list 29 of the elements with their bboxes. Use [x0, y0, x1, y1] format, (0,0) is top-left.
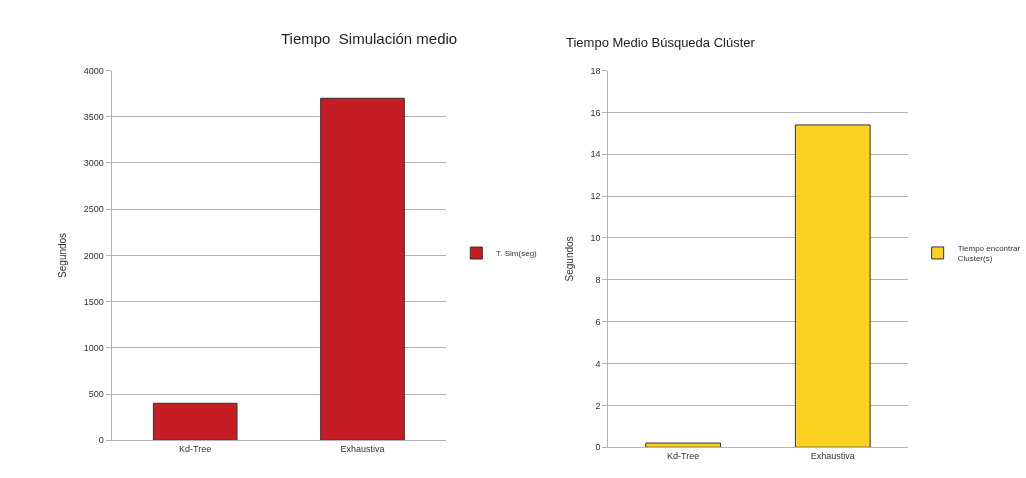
- y-tick-label: 12: [590, 191, 601, 202]
- y-tick-label: 2000: [83, 250, 104, 261]
- x-tick-label: Kd-Tree: [179, 444, 212, 455]
- y-tick-label: 2: [595, 400, 601, 411]
- y-tick-label: 0: [595, 442, 601, 453]
- legend-label: T. Sim(seg): [496, 249, 538, 259]
- y-tick-label: 0: [98, 435, 104, 446]
- y-tick-label: 10: [590, 233, 601, 244]
- y-tick-label: 4: [595, 358, 601, 369]
- y-tick-label: 1500: [83, 296, 104, 307]
- y-tick-label: 14: [590, 149, 601, 160]
- y-tick-label: 3000: [83, 158, 104, 169]
- x-tick-label: Exhaustiva: [340, 444, 385, 455]
- x-tick-label: Exhaustiva: [810, 451, 855, 462]
- y-axis-title: Segundos: [56, 232, 68, 278]
- y-tick-label: 4000: [83, 65, 104, 76]
- y-tick-label: 500: [88, 389, 104, 400]
- chart-title: Tiempo Simulación medio: [281, 30, 458, 47]
- y-tick-label: 1000: [83, 342, 104, 353]
- y-tick-label: 3500: [83, 111, 104, 122]
- y-tick-label: 18: [590, 65, 601, 76]
- y-tick-label: 8: [595, 274, 601, 285]
- y-axis-title: Segundos: [563, 236, 575, 282]
- x-tick-label: Kd-Tree: [667, 451, 700, 462]
- chart-title: Tiempo Medio Búsqueda Clúster: [566, 35, 756, 50]
- y-tick-label: 16: [590, 107, 601, 118]
- y-tick-label: 2500: [83, 204, 104, 215]
- y-tick-label: 6: [595, 316, 601, 327]
- legend-label: Tiempo encontrar Cluster(s): [957, 243, 1021, 264]
